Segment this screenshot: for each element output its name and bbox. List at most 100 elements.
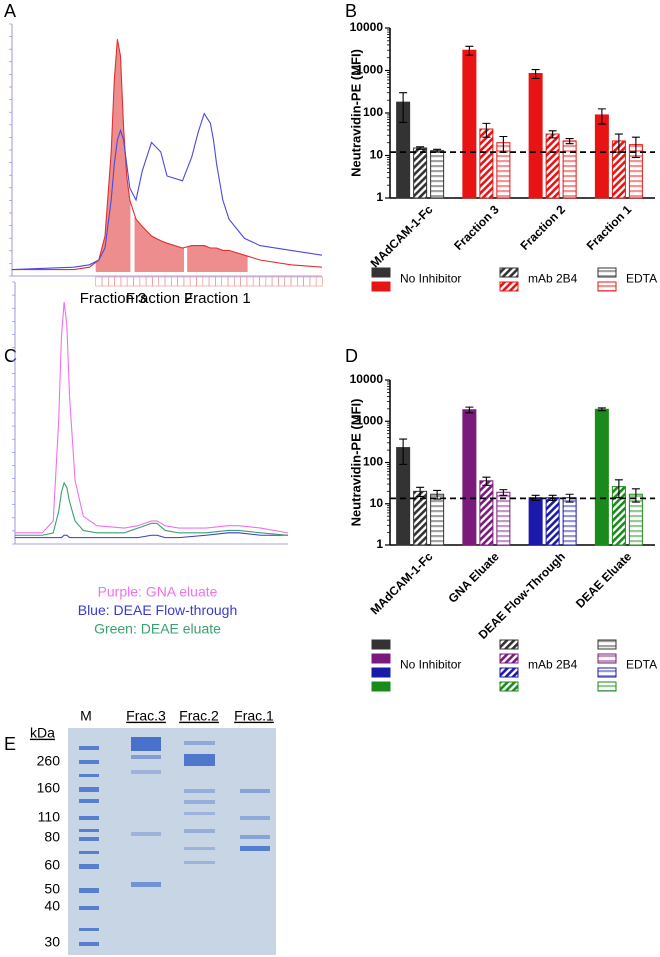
fraction-box	[133, 276, 141, 287]
error-bar	[565, 138, 574, 145]
error-bar	[399, 92, 408, 123]
fraction-box	[259, 276, 267, 287]
legend-entry: EDTA	[626, 658, 657, 672]
unit-label: kDa	[30, 725, 55, 741]
bar	[545, 133, 560, 199]
fraction-box	[265, 276, 273, 287]
gel-image	[68, 728, 276, 955]
fraction-box	[252, 276, 260, 287]
lane-label: M	[80, 708, 92, 724]
fraction-box	[177, 276, 185, 287]
bar	[528, 497, 543, 546]
fraction-box	[290, 276, 298, 287]
marker-label: 160	[37, 780, 61, 796]
legend-swatch	[371, 681, 391, 692]
legend-swatch	[597, 667, 617, 678]
error-bar	[465, 406, 474, 414]
fraction-label: Fraction 1	[184, 290, 251, 307]
marker-label: 80	[44, 829, 60, 845]
y-tick-label: 1	[376, 537, 383, 551]
bar	[430, 150, 445, 199]
bar	[430, 493, 445, 546]
legend-swatch	[499, 681, 519, 692]
series-line	[15, 532, 288, 539]
fraction-box	[183, 276, 191, 287]
legend-swatch	[499, 281, 519, 292]
series-line	[15, 481, 289, 536]
legend-entry: Blue: DEAE Flow-through	[78, 602, 238, 618]
legend-entry: No Inhibitor	[400, 658, 461, 672]
fraction-area	[134, 214, 185, 272]
marker-label: 50	[44, 881, 60, 897]
bar	[562, 140, 577, 199]
fraction-box	[208, 276, 216, 287]
lane-label: Frac.1	[234, 708, 274, 724]
fraction-box	[221, 276, 229, 287]
fraction-box	[309, 276, 317, 287]
fraction-box	[227, 276, 235, 287]
error-bar	[482, 122, 491, 138]
error-bar	[565, 493, 574, 503]
legend-swatch	[499, 267, 519, 278]
series-line	[12, 39, 323, 271]
legend-entry: mAb 2B4	[528, 658, 578, 672]
marker-label: 30	[44, 934, 60, 950]
legend-entry: mAb 2B4	[528, 272, 578, 286]
x-tick-label: Fraction 3	[451, 202, 502, 253]
fraction-label: Fraction 3	[79, 290, 147, 307]
legend-swatch	[499, 639, 519, 650]
bar	[594, 408, 609, 546]
error-bar	[499, 489, 508, 496]
bar	[462, 49, 477, 199]
bar	[594, 114, 609, 199]
fraction-box	[171, 276, 178, 287]
bar	[462, 409, 477, 546]
panel-label: A	[4, 1, 16, 21]
fraction-box	[152, 276, 159, 287]
lane-label: Frac.3	[126, 708, 166, 724]
x-tick-label: Fraction 1	[584, 202, 635, 253]
error-bar	[482, 476, 491, 486]
fraction-box	[246, 276, 254, 287]
fraction-box	[234, 276, 241, 287]
bar	[479, 128, 494, 199]
fraction-area	[95, 39, 131, 272]
legend-swatch	[371, 667, 391, 678]
fraction-box	[240, 276, 248, 287]
legend-swatch	[597, 267, 617, 278]
y-tick-label: 10	[370, 148, 384, 162]
y-tick-label: 10000	[350, 372, 384, 386]
legend-entry: EDTA	[626, 272, 657, 286]
x-tick-label: GNA Eluate	[445, 549, 501, 605]
fraction-box	[158, 276, 166, 287]
x-tick-label: Fraction 2	[518, 202, 569, 253]
bar	[479, 480, 494, 546]
fraction-box	[278, 276, 285, 287]
legend-entry: No Inhibitor	[400, 272, 461, 286]
fraction-box	[196, 276, 204, 287]
legend-swatch	[371, 653, 391, 664]
y-tick-label: 10	[370, 496, 384, 510]
legend-swatch	[499, 667, 519, 678]
x-tick-label: MAdCAM-1-Fc	[368, 202, 436, 270]
series-line	[15, 301, 289, 534]
lane-label: Frac.2	[179, 708, 219, 724]
marker-label: 40	[44, 898, 60, 914]
bar	[528, 72, 543, 199]
fraction-box	[139, 276, 147, 287]
legend-entry: Green: DEAE eluate	[94, 621, 221, 637]
series-line	[11, 112, 323, 271]
error-bar	[416, 486, 425, 498]
error-bar	[399, 438, 408, 465]
fraction-area	[187, 245, 248, 272]
fraction-box	[114, 276, 122, 287]
marker-label: 60	[44, 857, 60, 873]
error-bar	[597, 108, 606, 125]
bar	[496, 491, 511, 546]
y-tick-label: 100	[363, 105, 383, 119]
fraction-box	[284, 276, 292, 287]
panel-label: E	[4, 734, 16, 754]
fraction-box	[271, 276, 279, 287]
legend-swatch	[597, 681, 617, 692]
